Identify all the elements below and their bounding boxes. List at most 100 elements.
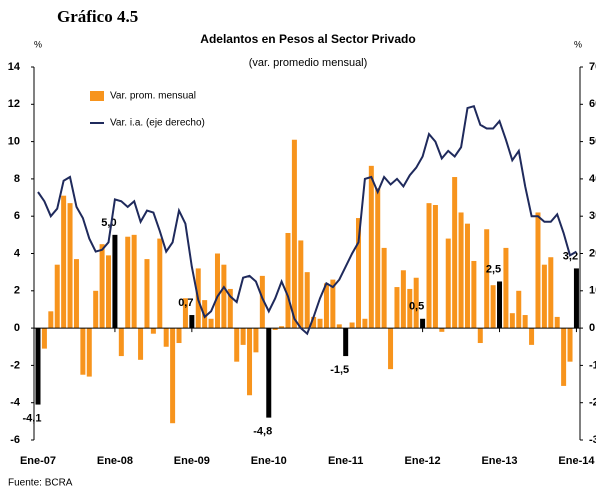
bar bbox=[48, 311, 54, 329]
bar bbox=[464, 223, 470, 329]
bar bbox=[362, 318, 368, 329]
y-tick-label: 10 bbox=[8, 136, 20, 148]
bar bbox=[375, 188, 381, 329]
bar bbox=[567, 328, 573, 362]
x-tick-label: Ene-10 bbox=[251, 455, 287, 467]
bar bbox=[529, 328, 535, 345]
chart-title: Adelantos en Pesos al Sector Privado bbox=[200, 32, 415, 46]
y2-tick-label: 40 bbox=[589, 173, 596, 185]
bar bbox=[99, 244, 105, 329]
x-tick-label: Ene-13 bbox=[481, 455, 517, 467]
y-tick-label: -6 bbox=[10, 434, 20, 446]
figure-label: Gráfico 4.5 bbox=[57, 7, 138, 26]
bar bbox=[484, 229, 490, 329]
bar bbox=[420, 318, 426, 329]
bar bbox=[247, 328, 253, 396]
data-label: -4,1 bbox=[23, 412, 42, 424]
y2-tick-label: 20 bbox=[589, 247, 596, 259]
bar bbox=[388, 328, 394, 370]
line bbox=[37, 104, 577, 336]
y2-tick-label: 10 bbox=[589, 285, 596, 297]
bar bbox=[86, 328, 92, 377]
bar bbox=[266, 328, 272, 418]
bar bbox=[144, 259, 150, 329]
bar bbox=[298, 240, 304, 329]
bar bbox=[157, 238, 163, 329]
y2-unit: % bbox=[574, 39, 582, 49]
y-tick-label: 0 bbox=[14, 322, 20, 334]
bar bbox=[554, 316, 560, 329]
chart-subtitle: (var. promedio mensual) bbox=[249, 57, 368, 69]
bar bbox=[323, 283, 329, 329]
bar bbox=[426, 203, 432, 329]
bar bbox=[259, 275, 265, 329]
bar bbox=[138, 328, 144, 360]
data-label: 0,5 bbox=[409, 301, 424, 313]
y2-tick-label: 50 bbox=[589, 136, 596, 148]
y2-tick-label: 30 bbox=[589, 210, 596, 222]
bar bbox=[503, 247, 509, 329]
bar bbox=[118, 328, 124, 357]
y2-tick-label: -30 bbox=[589, 434, 596, 446]
bar bbox=[221, 264, 227, 329]
data-label: 2,5 bbox=[486, 263, 501, 275]
bar bbox=[182, 298, 188, 329]
y-tick-label: 6 bbox=[14, 210, 20, 222]
bar bbox=[54, 264, 60, 329]
y-unit: % bbox=[34, 39, 42, 49]
bar bbox=[490, 285, 496, 329]
bar bbox=[381, 247, 387, 329]
bar bbox=[509, 313, 515, 329]
bar bbox=[214, 253, 220, 329]
bar bbox=[234, 328, 240, 362]
y2-tick-label: -10 bbox=[589, 359, 596, 371]
y-tick-label: 2 bbox=[14, 285, 20, 297]
y-tick-label: 12 bbox=[8, 98, 20, 110]
bar bbox=[413, 277, 419, 329]
bar bbox=[41, 328, 47, 349]
y-tick-label: -2 bbox=[10, 359, 20, 371]
bar bbox=[272, 328, 278, 330]
bar bbox=[285, 232, 291, 329]
bar bbox=[548, 257, 554, 329]
bar bbox=[93, 290, 99, 329]
data-label: 5,0 bbox=[101, 217, 116, 229]
bar bbox=[394, 287, 400, 329]
bar bbox=[311, 316, 317, 329]
bar bbox=[561, 328, 567, 386]
bar bbox=[253, 328, 259, 353]
bar bbox=[349, 322, 355, 329]
bar bbox=[330, 279, 336, 329]
bar bbox=[240, 328, 246, 345]
bar bbox=[458, 212, 464, 329]
bar bbox=[150, 328, 156, 334]
bar bbox=[522, 315, 528, 329]
bar bbox=[291, 139, 297, 329]
x-tick-label: Ene-12 bbox=[405, 455, 441, 467]
y-tick-label: -4 bbox=[10, 397, 21, 409]
source: Fuente: BCRA bbox=[8, 478, 73, 489]
data-label: 0,7 bbox=[178, 297, 193, 309]
bar bbox=[336, 324, 342, 329]
bar bbox=[112, 234, 118, 329]
data-label: -1,5 bbox=[330, 364, 349, 376]
bar bbox=[176, 328, 182, 344]
bar bbox=[471, 260, 477, 329]
x-tick-label: Ene-09 bbox=[174, 455, 210, 467]
x-tick-label: Ene-08 bbox=[97, 455, 133, 467]
bar bbox=[67, 203, 73, 329]
y2-tick-label: -20 bbox=[589, 397, 596, 409]
bar bbox=[35, 328, 41, 405]
bar bbox=[535, 212, 541, 329]
x-tick-label: Ene-11 bbox=[328, 455, 363, 467]
bar bbox=[279, 326, 285, 329]
y2-tick-label: 60 bbox=[589, 98, 596, 110]
bar bbox=[400, 270, 406, 329]
data-label: -4,8 bbox=[253, 426, 272, 438]
bar bbox=[452, 177, 458, 329]
bar bbox=[541, 264, 547, 329]
bar bbox=[516, 290, 522, 329]
y2-tick-label: 0 bbox=[589, 322, 595, 334]
